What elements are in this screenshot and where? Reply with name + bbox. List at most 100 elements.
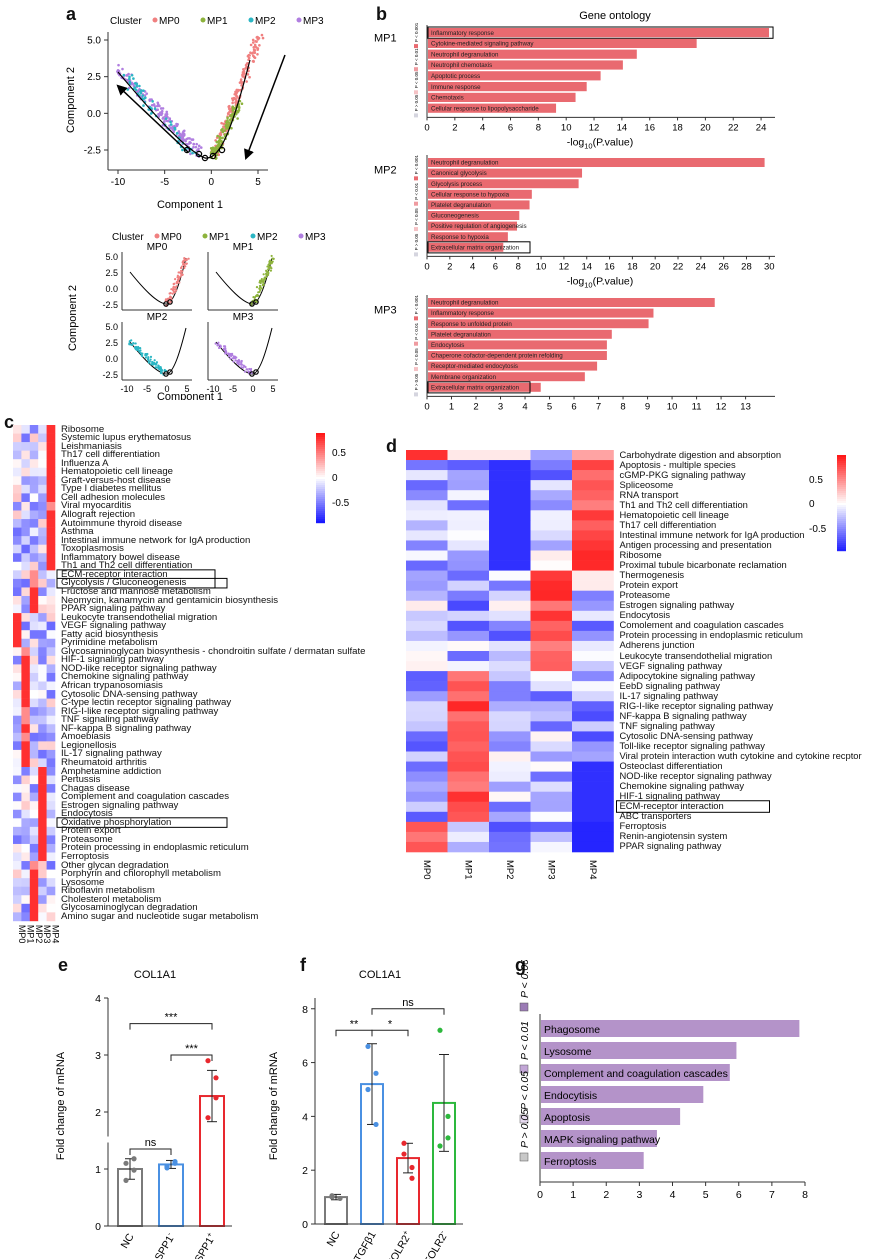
- data-point: [409, 1175, 415, 1181]
- color-scale-segment: [837, 499, 846, 502]
- heatmap-cell: [38, 630, 47, 640]
- heatmap-d-row-label: Renin-angiotensin system: [619, 830, 728, 842]
- bar: [324, 1196, 348, 1226]
- pathway-label: Apoptosis: [544, 1112, 590, 1124]
- cell-point: [129, 343, 132, 346]
- color-scale-segment: [837, 513, 846, 516]
- cell-point: [229, 357, 232, 360]
- cell-point: [158, 366, 161, 369]
- color-scale-segment: [316, 467, 325, 470]
- heatmap-cell: [46, 621, 56, 631]
- heatmap-cell: [572, 751, 614, 762]
- heatmap-cell: [46, 655, 56, 665]
- cell-point: [240, 366, 243, 369]
- cell-point: [126, 74, 129, 77]
- cell-point: [228, 118, 232, 122]
- heatmap-cell: [530, 651, 573, 662]
- heatmap-cell: [38, 861, 47, 870]
- heatmap-cell: [447, 480, 490, 491]
- heatmap-cell: [46, 501, 56, 511]
- legend-title-small: Cluster: [112, 232, 144, 243]
- heatmap-cell: [572, 620, 614, 632]
- heatmap-cell: [29, 570, 39, 580]
- data-point: [337, 1195, 343, 1202]
- small-y-tick: 2.5: [105, 338, 118, 348]
- heatmap-cell: [572, 841, 614, 853]
- legend-label-small-mp1: MP1: [209, 232, 230, 243]
- cell-point: [159, 372, 163, 375]
- x-tick: 26: [718, 261, 729, 272]
- cell-point: [180, 134, 184, 137]
- cell-point: [128, 80, 132, 84]
- cell-point: [197, 147, 200, 151]
- cell-point: [267, 268, 270, 271]
- heatmap-cell: [38, 621, 47, 631]
- heatmap-cell: [46, 809, 56, 819]
- cell-point: [222, 345, 226, 348]
- heatmap-cell: [38, 467, 47, 477]
- x-tick: 0: [424, 122, 429, 133]
- cell-point: [134, 342, 137, 345]
- heatmap-cell: [29, 843, 39, 853]
- pvalue-label: P < 0.001: [414, 22, 419, 42]
- heatmap-c-row-label: Riboflavin metabolism: [61, 885, 155, 897]
- heatmap-cell: [406, 640, 448, 652]
- heatmap-cell: [572, 711, 614, 722]
- heatmap-cell: [489, 681, 531, 692]
- heatmap-cell: [38, 784, 47, 793]
- heatmap-d-row-label: Adipocytokine signaling pathway: [619, 669, 756, 681]
- cell-point: [260, 279, 263, 283]
- cell-point: [240, 363, 243, 366]
- heatmap-cell: [21, 835, 31, 845]
- heatmap-cell: [13, 758, 22, 768]
- cell-point: [261, 36, 265, 40]
- heatmap-cell: [406, 801, 448, 813]
- cell-point: [238, 81, 242, 84]
- go-term-label: Glycolysis process: [431, 181, 482, 188]
- cell-point: [173, 128, 177, 131]
- heatmap-cell: [447, 781, 490, 792]
- cell-point: [269, 262, 272, 265]
- heatmap-c-row-label: Th1 and Th2 cell differentiation: [61, 560, 193, 572]
- cell-point: [217, 343, 220, 347]
- heatmap-cell: [29, 442, 39, 451]
- heatmap-cell: [489, 530, 531, 541]
- heatmap-c-row-label: Pyrimidine metabolism: [61, 637, 158, 649]
- cell-point: [269, 266, 272, 269]
- heatmap-cell: [530, 671, 573, 682]
- heatmap-cell: [447, 831, 490, 843]
- cell-point: [143, 94, 147, 97]
- panel-letter-a: a: [66, 4, 77, 24]
- heatmap-cell: [489, 510, 531, 521]
- cell-point: [145, 92, 149, 95]
- heatmap-cell: [406, 600, 448, 612]
- color-scale-segment: [316, 491, 325, 494]
- heatmap-cell: [21, 732, 31, 742]
- heatmap-c-row-label: Proteasome: [61, 833, 113, 845]
- heatmap-cell: [38, 578, 47, 588]
- heatmap-cell: [530, 560, 573, 571]
- category-label: NC: [325, 1229, 343, 1248]
- heatmap-cell: [29, 613, 39, 622]
- cell-point: [175, 124, 179, 127]
- heatmap-cell: [489, 550, 531, 561]
- cell-point: [272, 257, 275, 260]
- x-tick: 4: [522, 401, 527, 410]
- cell-point: [267, 263, 270, 266]
- cell-point: [230, 126, 233, 130]
- cell-point: [130, 339, 133, 342]
- legend-title: Cluster: [110, 16, 142, 27]
- pvalue-swatch: [414, 341, 418, 346]
- branch-node: [253, 299, 259, 305]
- heatmap-cell: [29, 433, 39, 443]
- go-term-label: Inflammatory response: [431, 310, 494, 317]
- heatmap-cell: [29, 621, 39, 631]
- cell-point: [238, 88, 242, 92]
- heatmap-cell: [530, 771, 573, 782]
- heatmap-cell: [13, 903, 22, 913]
- cell-point: [249, 368, 253, 372]
- heatmap-cell: [46, 425, 56, 434]
- cell-point: [256, 52, 259, 56]
- heatmap-cell: [13, 715, 22, 725]
- heatmap-cell: [447, 681, 490, 692]
